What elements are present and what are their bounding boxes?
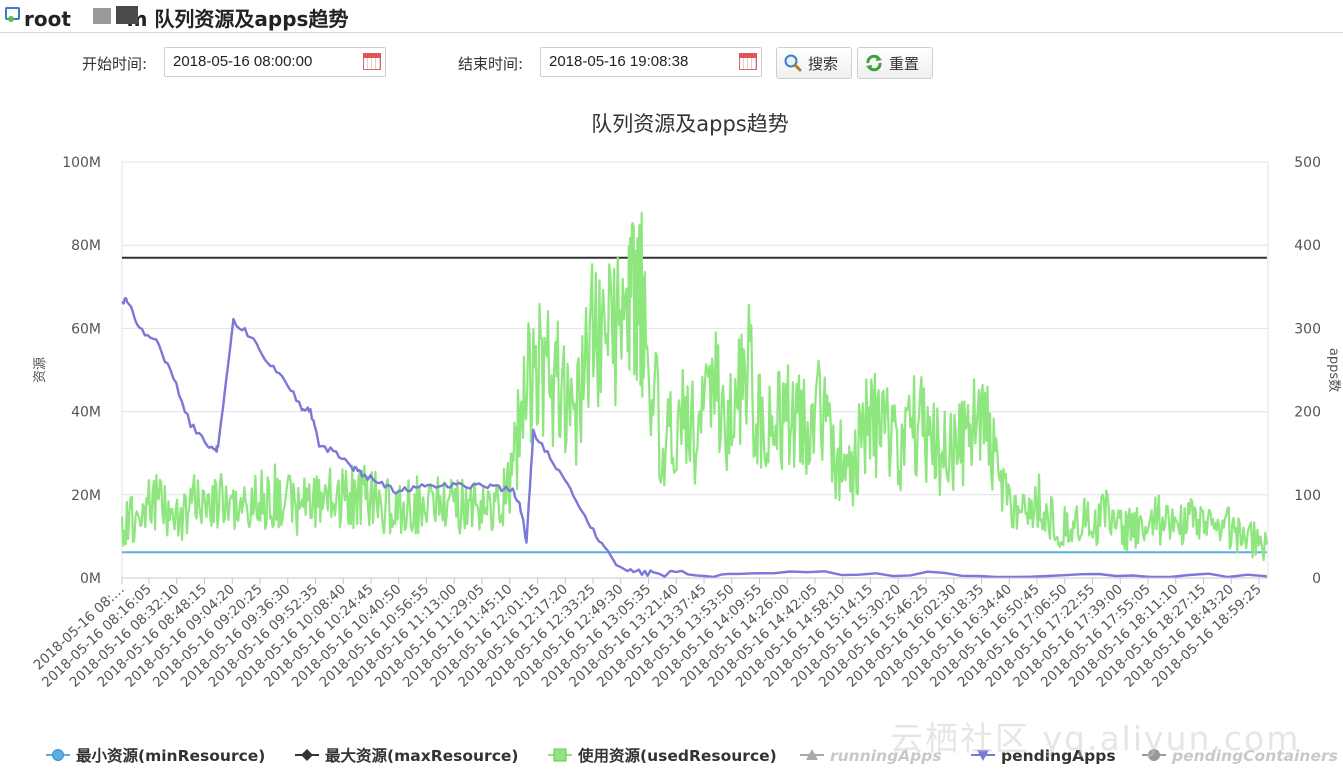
y-left-tick-label: 20M — [71, 488, 101, 504]
calendar-icon[interactable] — [363, 53, 381, 70]
legend-label: 最小资源(minResource) — [76, 746, 265, 765]
legend-marker-triangle-down — [977, 750, 989, 761]
reset-button[interactable]: 重置 — [857, 47, 933, 79]
legend-item-minResource[interactable]: 最小资源(minResource) — [46, 746, 265, 765]
series-usedResource — [120, 211, 1268, 562]
title-bar: root m 队列资源及apps趋势 — [0, 0, 1343, 33]
y-right-tick-label: 0 — [1312, 571, 1321, 587]
window-icon — [5, 7, 20, 22]
x-axis: 2018-05-16 08:…2018-05-16 08:16:052018-0… — [31, 577, 1268, 691]
legend-marker-diamond — [301, 749, 313, 761]
legend-item-maxResource[interactable]: 最大资源(maxResource) — [295, 746, 518, 765]
end-time-input[interactable]: 2018-05-16 19:08:38 — [540, 47, 762, 77]
y-left-tick-label: 60M — [71, 321, 101, 337]
page-title: root m 队列资源及apps趋势 — [24, 3, 348, 32]
refresh-icon — [864, 53, 884, 73]
legend-label: 使用资源(usedResource) — [577, 746, 777, 765]
y-left-tick-label: 100M — [62, 155, 101, 171]
end-time-label: 结束时间: — [458, 55, 524, 73]
calendar-icon[interactable] — [739, 53, 757, 70]
legend-label: 最大资源(maxResource) — [325, 746, 518, 765]
start-time-input[interactable]: 2018-05-16 08:00:00 — [164, 47, 386, 77]
redacted-block — [116, 6, 138, 24]
title-suffix: m 队列资源及apps趋势 — [126, 7, 349, 31]
y-left-tick-label: 80M — [71, 238, 101, 254]
y-right-axis-title: apps数 — [1326, 348, 1341, 392]
redacted-block — [93, 8, 111, 24]
reset-button-label: 重置 — [889, 54, 920, 73]
filter-bar: 开始时间: 2018-05-16 08:00:00 结束时间: 2018-05-… — [0, 44, 1343, 82]
legend: 最小资源(minResource) 最大资源(maxResource) 使用资源(u… — [46, 746, 1338, 765]
y-left-axis: 0M 20M 40M 60M 80M 100M — [62, 155, 101, 587]
y-left-axis-title: 资源 — [33, 357, 48, 383]
legend-label: runningApps — [830, 747, 942, 765]
legend-marker-circle — [1148, 749, 1160, 761]
legend-item-usedResource[interactable]: 使用资源(usedResource) — [548, 746, 777, 765]
legend-label: pendingApps — [1001, 747, 1116, 765]
watermark: 云栖社区 yq.aliyun.com — [890, 719, 1301, 758]
search-button[interactable]: 搜索 — [776, 47, 852, 79]
y-right-tick-label: 100 — [1294, 488, 1321, 504]
legend-marker-square — [553, 748, 567, 762]
legend-marker-circle — [52, 749, 64, 761]
y-left-tick-label: 40M — [71, 405, 101, 421]
legend-marker-triangle — [806, 749, 818, 760]
y-right-tick-label: 300 — [1294, 321, 1321, 337]
start-time-label: 开始时间: — [82, 55, 148, 73]
legend-item-pendingApps[interactable]: pendingApps — [971, 747, 1116, 765]
y-right-tick-label: 500 — [1294, 155, 1321, 171]
series-pendingApps — [121, 296, 1267, 579]
series-layer — [120, 211, 1268, 579]
search-icon — [783, 53, 803, 73]
title-prefix: root — [24, 7, 71, 31]
y-left-tick-label: 0M — [80, 571, 101, 587]
y-right-axis: 0 100 200 300 400 500 — [1294, 155, 1321, 587]
legend-item-pendingContainers[interactable]: pendingContainers — [1142, 747, 1338, 765]
search-button-label: 搜索 — [808, 54, 839, 73]
chart-title: 队列资源及apps趋势 — [591, 112, 788, 136]
legend-label: pendingContainers — [1171, 747, 1338, 765]
y-right-tick-label: 400 — [1294, 238, 1321, 254]
y-right-tick-label: 200 — [1294, 405, 1321, 421]
legend-item-runningApps[interactable]: runningApps — [800, 747, 942, 765]
